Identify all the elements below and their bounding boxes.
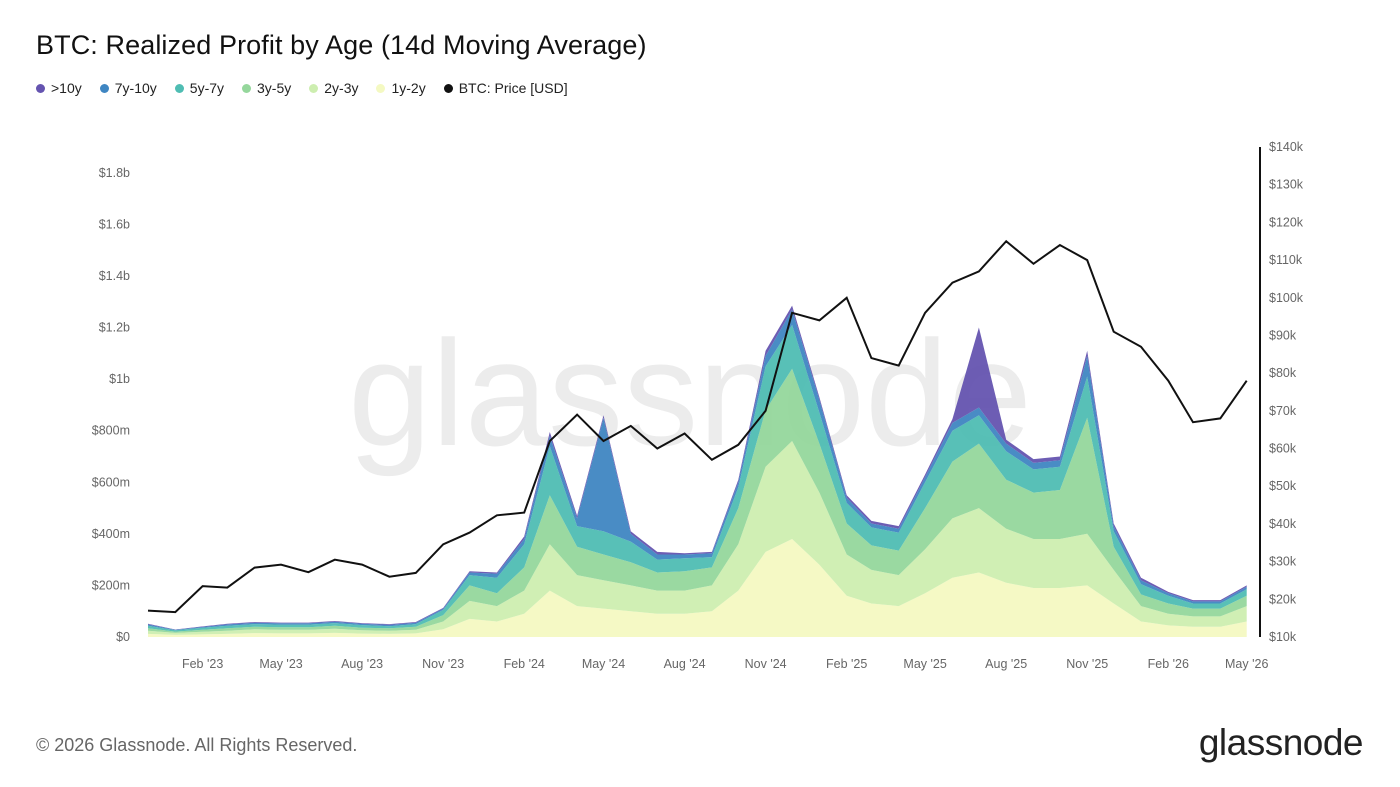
y-left-tick-label: $1.2b — [99, 321, 130, 335]
y-right-tick-label: $40k — [1269, 517, 1297, 531]
legend-dot-icon — [376, 83, 386, 93]
x-tick-label: May '23 — [259, 657, 302, 671]
legend-item[interactable]: 1y-2y — [376, 80, 426, 96]
legend-dot-icon — [443, 83, 453, 93]
legend-dot-icon — [99, 83, 109, 93]
x-tick-label: Feb '23 — [182, 657, 223, 671]
x-tick-label: May '24 — [582, 657, 625, 671]
y-left-tick-label: $1b — [109, 372, 130, 386]
area-series-5y7y — [148, 324, 1247, 632]
y-right-tick-label: $140k — [1269, 140, 1304, 154]
y-right-tick-label: $30k — [1269, 555, 1297, 569]
legend-item[interactable]: 3y-5y — [242, 80, 291, 96]
left-axis: $0 $200m $400m $600m $800m $1b $1.2b $1.4b $1.6b… — [92, 166, 130, 644]
y-right-tick-label: $120k — [1269, 215, 1304, 229]
legend-label: 3y-5y — [257, 80, 292, 96]
area-series-3y5y — [148, 368, 1247, 633]
y-right-tick-label: $110k — [1269, 253, 1303, 267]
legend-label: 7y-10y — [114, 80, 157, 96]
y-left-tick-label: $600m — [92, 475, 130, 489]
y-left-tick-label: $800m — [92, 424, 130, 438]
legend-label: 5y-7y — [189, 80, 225, 96]
area-series-2y3y — [148, 441, 1247, 635]
legend-label: >10y — [51, 80, 82, 96]
watermark: glassnode — [348, 309, 1032, 477]
area-series-1y2y — [148, 539, 1247, 637]
legend-item[interactable]: 5y-7y — [174, 80, 225, 96]
legend-item[interactable]: 2y-3y — [309, 80, 358, 96]
legend-label: 2y-3y — [324, 80, 359, 96]
area-layers — [148, 305, 1247, 637]
y-right-tick-label: $60k — [1269, 442, 1297, 456]
legend-item[interactable]: >10y — [36, 80, 82, 96]
x-tick-label: Nov '24 — [745, 657, 787, 671]
x-tick-label: May '26 — [1225, 657, 1268, 671]
y-right-tick-label: $130k — [1269, 178, 1304, 192]
legend-item[interactable]: 7y-10y — [99, 80, 157, 96]
y-left-tick-label: $1.4b — [99, 269, 130, 283]
area-series-10y — [148, 305, 1247, 630]
y-left-tick-label: $1.6b — [99, 217, 130, 231]
right-axis: $10k $20k $30k $40k $50k $60k $70k $80k $90k $100… — [1269, 140, 1304, 644]
legend-label: 1y-2y — [391, 80, 426, 96]
legend-dot-icon — [36, 83, 45, 93]
chart-legend: >10y 7y-10y 5y-7y 3y-5y 2y-3y 1y-2y BTC: Price… — [36, 80, 568, 96]
y-left-tick-label: $0 — [116, 630, 130, 644]
y-right-tick-label: $70k — [1269, 404, 1297, 418]
legend-dot-icon — [242, 83, 252, 93]
y-right-tick-label: $90k — [1269, 328, 1297, 342]
y-left-tick-label: $1.8b — [99, 166, 130, 180]
y-right-tick-label: $100k — [1269, 291, 1304, 305]
legend-label: BTC: Price [USD] — [458, 80, 568, 96]
y-right-tick-label: $10k — [1269, 630, 1297, 644]
legend-dot-icon — [174, 83, 184, 93]
y-right-tick-label: $50k — [1269, 479, 1297, 493]
x-tick-label: Aug '24 — [664, 657, 706, 671]
x-tick-label: Feb '24 — [504, 657, 545, 671]
y-left-tick-label: $400m — [92, 527, 130, 541]
legend-dot-icon — [309, 83, 319, 93]
btc-price-line — [147, 239, 1248, 614]
x-tick-label: May '25 — [903, 657, 946, 671]
x-tick-label: Aug '25 — [985, 657, 1027, 671]
x-tick-label: Feb '26 — [1148, 657, 1189, 671]
x-axis: Feb '23 May '23 Aug '23 Nov '23 Feb '24 May '… — [182, 657, 1268, 671]
legend-item[interactable]: BTC: Price [USD] — [443, 80, 568, 96]
y-right-tick-label: $80k — [1269, 366, 1297, 380]
x-tick-label: Nov '25 — [1066, 657, 1108, 671]
x-tick-label: Feb '25 — [826, 657, 867, 671]
x-tick-label: Aug '23 — [341, 657, 383, 671]
chart-title: BTC: Realized Profit by Age (14d Moving … — [36, 30, 647, 60]
y-right-tick-label: $20k — [1269, 592, 1297, 606]
x-tick-label: Nov '23 — [422, 657, 464, 671]
brand-logo[interactable]: glassnode — [1198, 722, 1364, 763]
y-left-tick-label: $200m — [92, 578, 130, 592]
copyright-footer: © 2026 Glassnode. All Rights Reserved. — [36, 735, 358, 755]
